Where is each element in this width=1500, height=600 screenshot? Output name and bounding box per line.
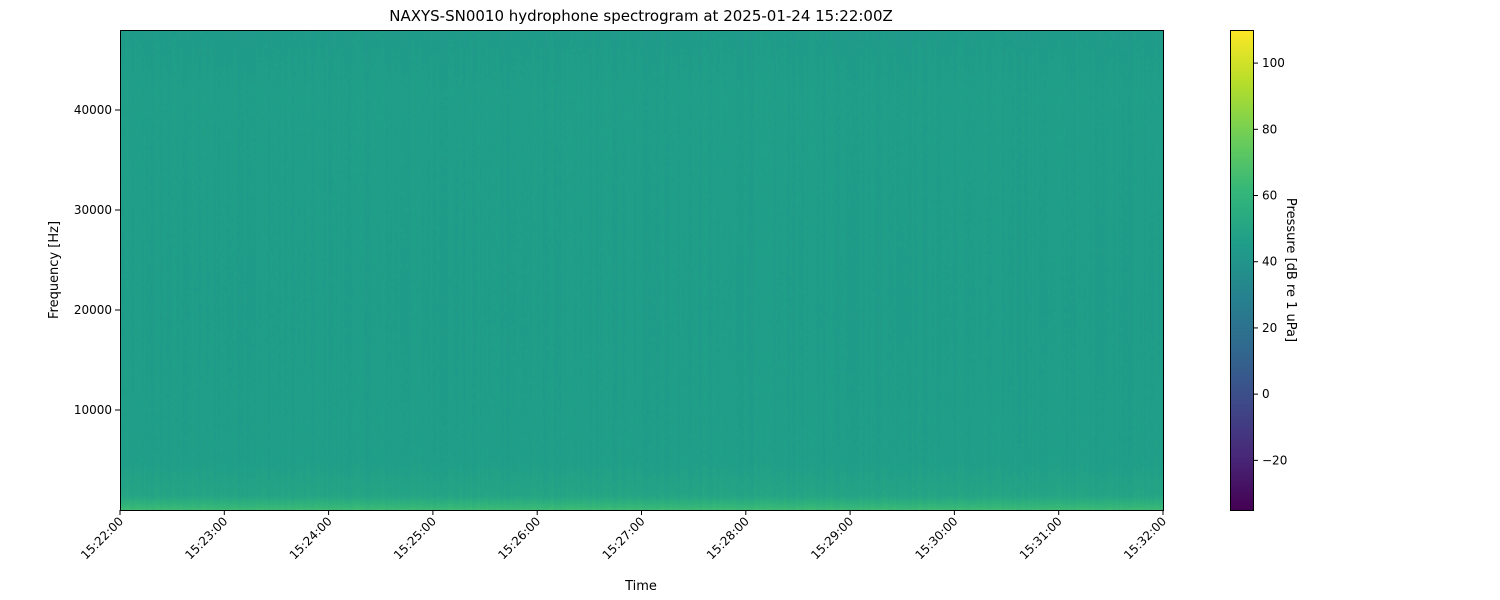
x-tick-label: 15:32:00 <box>1121 514 1169 562</box>
y-tick-label: 20000 <box>74 303 112 317</box>
colorbar-tick-label: 80 <box>1262 122 1277 136</box>
y-tick-label: 40000 <box>74 103 112 117</box>
colorbar-label: Pressure [dB re 1 uPa] <box>1283 198 1298 342</box>
colorbar-tick-label: 0 <box>1262 387 1270 401</box>
x-axis-label: Time <box>624 579 657 594</box>
x-tick-label: 15:29:00 <box>808 514 856 562</box>
y-tick-label: 30000 <box>74 203 112 217</box>
colorbar-tick-label: −20 <box>1262 453 1287 467</box>
x-tick-label: 15:28:00 <box>704 514 752 562</box>
colorbar-frame <box>1230 30 1254 511</box>
colorbar-tick-label: 40 <box>1262 255 1277 269</box>
plot-frame <box>120 30 1164 511</box>
chart-title: NAXYS-SN0010 hydrophone spectrogram at 2… <box>389 7 893 25</box>
colorbar-gradient <box>1230 30 1253 510</box>
x-tick-label: 15:31:00 <box>1017 514 1065 562</box>
x-tick-label: 15:26:00 <box>495 514 543 562</box>
x-tick-label: 15:30:00 <box>913 514 961 562</box>
x-tick-label: 15:22:00 <box>78 514 126 562</box>
x-tick-label: 15:23:00 <box>182 514 230 562</box>
colorbar-tick-label: 60 <box>1262 189 1277 203</box>
x-tick-label: 15:25:00 <box>391 514 439 562</box>
x-tick-label: 15:24:00 <box>287 514 335 562</box>
y-tick-label: 10000 <box>74 403 112 417</box>
spectrogram-heatmap <box>120 30 1163 510</box>
y-axis-label: Frequency [Hz] <box>47 221 62 319</box>
x-tick-label: 15:27:00 <box>600 514 648 562</box>
colorbar-tick-label: 20 <box>1262 321 1277 335</box>
colorbar-tick-label: 100 <box>1262 56 1285 70</box>
